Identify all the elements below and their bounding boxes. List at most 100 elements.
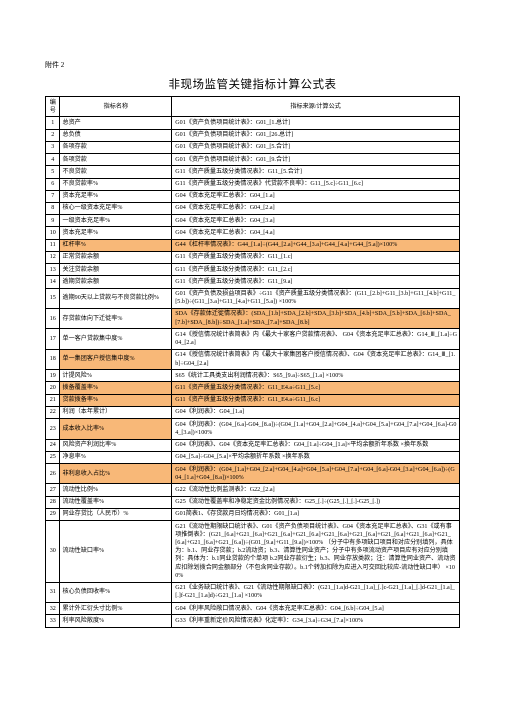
table-row: 31核心负债回收率%G21《业务缺口统计表》、G21《流动性期限缺口表》：(G2… xyxy=(46,582,460,602)
table-row: 6不良贷款率%G11《资产质量五级分类情况表》代贷款不良率》：G11_[5.c]… xyxy=(46,178,460,190)
indicator-name: 总资产 xyxy=(60,117,172,129)
indicator-formula: S65《统计工具类支出利润情况表》：S65_[9.a]÷S65_[1.a] ×1… xyxy=(172,370,460,382)
row-number: 29 xyxy=(46,508,60,520)
indicator-name: 各项贷款 xyxy=(60,154,172,166)
indicator-formula: G01《资产负债项目统计表》：G01_[5.合计] xyxy=(172,141,460,153)
indicator-name: 核心负债回收率% xyxy=(60,582,172,602)
indicator-formula: G11《资产质量五级分类情况表》：G11_[5.合计] xyxy=(172,166,460,178)
table-row: 18单一集团客户授信集中度%G14《授信情况统计表简表》内《最大十家集团客户授信… xyxy=(46,349,460,369)
indicator-formula: G01《资产负债项目统计表》：G01_[26.总计] xyxy=(172,129,460,141)
row-number: 10 xyxy=(46,227,60,239)
table-row: 10资本充足率%G04《资本充足率汇总表》：G04_[4.a] xyxy=(46,227,460,239)
row-number: 23 xyxy=(46,419,60,439)
table-row: 26非利息收入占比%G04《利润表》：(G04_[1.a]+G04_[2.a]+… xyxy=(46,464,460,484)
indicator-formula: G11《资产质量五级分类情况表》：G11_[2.c] xyxy=(172,264,460,276)
indicator-formula: G33《利率重新定价风险情况表》化定率》：G34_[3.a]÷G34_[7.a]… xyxy=(172,615,460,627)
table-row: 16存贷款体向下迁徙率%SDA《存款体迁徙情况表》：(SDA_[1.b]+SDA… xyxy=(46,308,460,328)
indicator-formula: G04《资本充足率汇总表》：G04_[2.a] xyxy=(172,202,460,214)
table-row: 12正常贷款余额G11《资产质量五级分类情况表》：G11_[1.c] xyxy=(46,251,460,263)
table-row: 9一级资本充足率%G04《资本充足率汇总表》：G04_[3.a] xyxy=(46,215,460,227)
table-row: 15逾期90天以上贷款与不良贷款比例%G01《资产负债及损益项目表》÷G11《资… xyxy=(46,288,460,308)
table-row: 24风险资产利润比率%G04《利润表》、G04《资本充足率汇总表》：G04_[1… xyxy=(46,439,460,451)
table-row: 7资本充足率%G04《资本充足率汇总表》：G04_[1.a] xyxy=(46,190,460,202)
table-row: 5不良贷款G11《资产质量五级分类情况表》：G11_[5.合计] xyxy=(46,166,460,178)
row-number: 21 xyxy=(46,394,60,406)
table-row: 25净息率%G04_[5.a]÷G04_[5.a]×平均余额折年系数 ×换年系数 xyxy=(46,451,460,463)
table-row: 21贷款拨备率%G11《资产质量五级分类情况表》：G11_E4.a÷G11_[6… xyxy=(46,394,460,406)
col-header-formula: 指标来源/计算公式 xyxy=(172,97,460,117)
table-row: 2总负债G01《资产负债项目统计表》：G01_[26.总计] xyxy=(46,129,460,141)
col-header-name: 指标名称 xyxy=(60,97,172,117)
indicator-formula: G04_[5.a]÷G04_[5.a]×平均余额折年系数 ×换年系数 xyxy=(172,451,460,463)
table-row: 22利润（本年累计）G04《利润表》：G04_[1.a] xyxy=(46,406,460,418)
row-number: 4 xyxy=(46,154,60,166)
indicator-name: 总负债 xyxy=(60,129,172,141)
row-number: 24 xyxy=(46,439,60,451)
indicator-formula: G14《授信情况统计表简表》内《最大十家集团客户授信情况表》、G04《资本充足率… xyxy=(172,349,460,369)
indicator-name: 流动性缺口率% xyxy=(60,521,172,583)
row-number: 18 xyxy=(46,349,60,369)
indicator-name: 各项存款 xyxy=(60,141,172,153)
indicator-formula: G01简表1、《存贷款月日均情况表》：G01_[1.a] xyxy=(172,508,460,520)
indicator-formula: G04《资本充足率汇总表》：G04_[4.a] xyxy=(172,227,460,239)
row-number: 16 xyxy=(46,308,60,328)
row-number: 6 xyxy=(46,178,60,190)
indicator-formula: SDA《存款体迁徙情况表》：(SDA_[1.b]+SDA_[2.b]+SDA_[… xyxy=(172,308,460,328)
row-number: 3 xyxy=(46,141,60,153)
table-row: 29同业存贷比（人民币）%G01简表1、《存贷款月日均情况表》：G01_[1.a… xyxy=(46,508,460,520)
indicator-formula: G22《流动性比例监测表》：G22_[2.a] xyxy=(172,484,460,496)
indicator-formula: G01《资产负债项目统计表》：G01_[1.总计] xyxy=(172,117,460,129)
table-row: 11杠杆率%G44《杠杆率情况表》：G44_[1.a]÷(G44_[2.a]+G… xyxy=(46,239,460,251)
indicator-formula: G04《利润表》：G04_[1.a] xyxy=(172,406,460,418)
table-row: 1总资产G01《资产负债项目统计表》：G01_[1.总计] xyxy=(46,117,460,129)
indicator-formula: G11《资产质量五级分类情况表》：G11_[1.c] xyxy=(172,251,460,263)
indicator-formula: G11《资产质量五级分类情况表》：G11_E4.a÷G11_[5.c] xyxy=(172,382,460,394)
indicator-formula: G01《资产负债及损益项目表》÷G11《资产质量五级分类情况表》：(G11_[2… xyxy=(172,288,460,308)
indicator-name: 单一客户贷款集中度% xyxy=(60,329,172,349)
indicator-name: 累计外汇衍头寸比例% xyxy=(60,603,172,615)
row-number: 9 xyxy=(46,215,60,227)
table-row: 30流动性缺口率%G21《流动性期限缺口统计表》、G01《资产负债项目统计表》、… xyxy=(46,521,460,583)
indicator-name: 风险资产利润比率% xyxy=(60,439,172,451)
table-row: 3各项存款G01《资产负债项目统计表》：G01_[5.合计] xyxy=(46,141,460,153)
indicator-name: 拨备覆盖率% xyxy=(60,382,172,394)
row-number: 17 xyxy=(46,329,60,349)
indicator-name: 成本收入比率% xyxy=(60,419,172,439)
row-number: 8 xyxy=(46,202,60,214)
table-row: 17单一客户贷款集中度%G14《授信情况统计表简表》内《最大十家客户贷款情况表》… xyxy=(46,329,460,349)
indicator-formula: G04《利润表》、G04《资本充足率汇总表》：G04_[1.a]÷G04_[1.… xyxy=(172,439,460,451)
table-row: 14逾期贷款余额G11《资产质量五级分类情况表》：G11_[9.a] xyxy=(46,276,460,288)
indicator-name: 同业存贷比（人民币）% xyxy=(60,508,172,520)
indicator-name: 流动性覆盖率% xyxy=(60,496,172,508)
indicator-name: 逾期贷款余额 xyxy=(60,276,172,288)
row-number: 14 xyxy=(46,276,60,288)
indicator-name: 净息率% xyxy=(60,451,172,463)
indicator-formula: G25《流动性覆盖率和净稳定资金比例情况表》：G25_[.]÷(G25_[.]_… xyxy=(172,496,460,508)
indicator-formula: G04《利率风险敞口情况表》、G04《资本充足率汇总表》：G04_[6.b]÷G… xyxy=(172,603,460,615)
row-number: 25 xyxy=(46,451,60,463)
row-number: 33 xyxy=(46,615,60,627)
table-row: 19计提风险%S65《统计工具类支出利润情况表》：S65_[9.a]÷S65_[… xyxy=(46,370,460,382)
row-number: 32 xyxy=(46,603,60,615)
table-row: 20拨备覆盖率%G11《资产质量五级分类情况表》：G11_E4.a÷G11_[5… xyxy=(46,382,460,394)
indicator-formula: G21《流动性期限缺口统计表》、G01《资产负债项目统计表》、G04《资本充足率… xyxy=(172,521,460,583)
attachment-label: 附件 2 xyxy=(45,60,460,70)
row-number: 20 xyxy=(46,382,60,394)
indicator-name: 存贷款体向下迁徙率% xyxy=(60,308,172,328)
row-number: 28 xyxy=(46,496,60,508)
table-header-row: 编号 指标名称 指标来源/计算公式 xyxy=(46,97,460,117)
formula-table: 编号 指标名称 指标来源/计算公式 1总资产G01《资产负债项目统计表》：G01… xyxy=(45,96,460,628)
row-number: 2 xyxy=(46,129,60,141)
indicator-name: 非利息收入占比% xyxy=(60,464,172,484)
indicator-name: 计提风险% xyxy=(60,370,172,382)
row-number: 19 xyxy=(46,370,60,382)
table-row: 33利率风险敞度%G33《利率重新定价风险情况表》化定率》：G34_[3.a]÷… xyxy=(46,615,460,627)
indicator-formula: G44《杠杆率情况表》：G44_[1.a]÷(G44_[2.a]+G44_[3.… xyxy=(172,239,460,251)
indicator-formula: G11《资产质量五级分类情况表》：G11_[9.a] xyxy=(172,276,460,288)
indicator-name: 单一集团客户授信集中度% xyxy=(60,349,172,369)
row-number: 27 xyxy=(46,484,60,496)
indicator-name: 不良贷款 xyxy=(60,166,172,178)
indicator-formula: G04《利润表》：(G04_[6.a]-G04_[8.a])÷(G04_[1.a… xyxy=(172,419,460,439)
indicator-name: 不良贷款率% xyxy=(60,178,172,190)
indicator-name: 资本充足率% xyxy=(60,227,172,239)
